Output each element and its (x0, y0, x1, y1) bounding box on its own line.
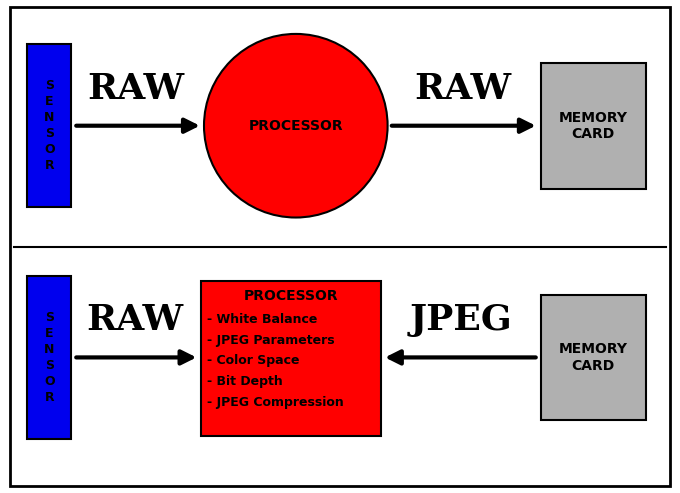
FancyBboxPatch shape (27, 276, 71, 439)
Text: MEMORY
CARD: MEMORY CARD (559, 110, 628, 141)
Text: RAW: RAW (88, 72, 184, 106)
Text: MEMORY
CARD: MEMORY CARD (559, 342, 628, 373)
Text: S
E
N
S
O
R: S E N S O R (44, 79, 54, 172)
Ellipse shape (204, 34, 388, 217)
FancyBboxPatch shape (201, 281, 381, 436)
Text: RAW: RAW (86, 304, 183, 337)
Text: - Color Space: - Color Space (207, 354, 300, 367)
Text: - JPEG Parameters: - JPEG Parameters (207, 334, 335, 347)
Text: PROCESSOR: PROCESSOR (248, 119, 343, 133)
Text: PROCESSOR: PROCESSOR (243, 289, 339, 303)
Text: - Bit Depth: - Bit Depth (207, 375, 283, 388)
FancyBboxPatch shape (541, 294, 646, 420)
FancyBboxPatch shape (541, 63, 646, 189)
FancyBboxPatch shape (27, 44, 71, 207)
Text: - JPEG Compression: - JPEG Compression (207, 396, 344, 409)
Text: S
E
N
S
O
R: S E N S O R (44, 311, 54, 404)
Text: JPEG: JPEG (409, 304, 513, 337)
Text: - White Balance: - White Balance (207, 313, 318, 326)
Text: RAW: RAW (414, 72, 511, 106)
